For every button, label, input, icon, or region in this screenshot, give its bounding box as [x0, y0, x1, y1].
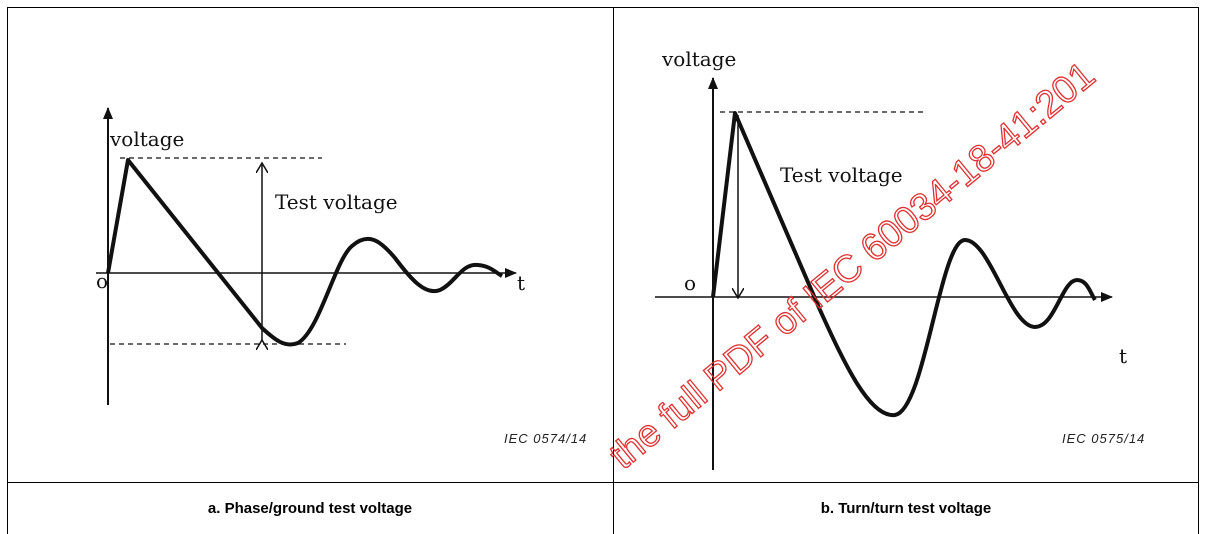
watermark: the full PDF of IEC 60034-18-41:201: [602, 54, 1103, 477]
origin-label: o: [96, 269, 108, 293]
x-axis-label: t: [517, 271, 525, 295]
waveform: [106, 158, 504, 347]
waveform: [711, 111, 1097, 418]
diagram-b: [655, 77, 1113, 470]
caption: a. Phase/ground test voltage: [208, 500, 412, 517]
annotation: Test voltage: [780, 163, 903, 187]
origin-label: o: [684, 271, 696, 295]
figure-reference: IEC 0574/14: [504, 431, 587, 446]
figure-reference: IEC 0575/14: [1062, 431, 1145, 446]
y-axis-label: voltage: [661, 47, 736, 71]
diagram-a: [96, 107, 517, 405]
caption: b. Turn/turn test voltage: [821, 500, 992, 517]
x-axis-label: t: [1119, 344, 1127, 368]
annotation: Test voltage: [275, 190, 398, 214]
table-border: [7, 7, 1199, 534]
y-axis-label: voltage: [109, 127, 184, 151]
